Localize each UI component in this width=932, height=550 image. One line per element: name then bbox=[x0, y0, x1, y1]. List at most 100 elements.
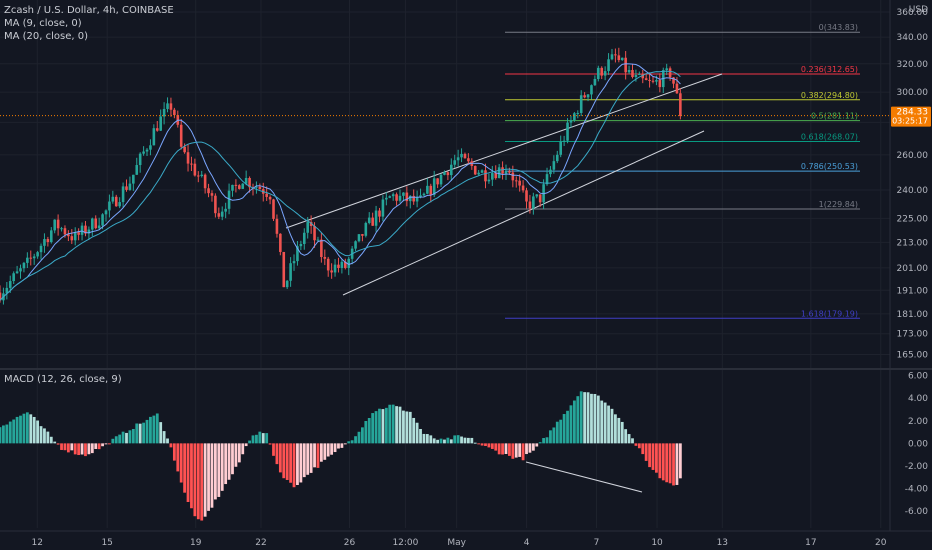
candle-body bbox=[309, 222, 313, 226]
macd-bar bbox=[484, 443, 487, 447]
macd-bar bbox=[15, 416, 19, 444]
macd-bar bbox=[402, 410, 405, 444]
macd-bar bbox=[179, 443, 183, 483]
macd-bar bbox=[357, 431, 361, 444]
macd-bar bbox=[97, 443, 101, 450]
macd-bar bbox=[415, 422, 419, 444]
candle-body bbox=[125, 186, 128, 190]
macd-bar bbox=[333, 443, 337, 453]
macd-bar bbox=[224, 443, 228, 485]
macd-bar bbox=[155, 413, 159, 444]
macd-bar bbox=[391, 404, 395, 444]
candle-body bbox=[477, 172, 480, 175]
macd-bar bbox=[186, 443, 190, 503]
macd-bar bbox=[337, 443, 340, 449]
candle-body bbox=[289, 263, 292, 281]
fib-level-label: 1(229.84) bbox=[819, 200, 858, 209]
candle-body bbox=[504, 171, 508, 174]
macd-tick-label: 2.00 bbox=[908, 417, 928, 427]
macd-bar bbox=[672, 443, 675, 486]
fib-level-label: 1.618(179.19) bbox=[801, 309, 858, 318]
macd-bar bbox=[367, 418, 371, 444]
macd-bar bbox=[258, 431, 262, 444]
candle-body bbox=[337, 264, 340, 268]
candle-body bbox=[429, 185, 433, 195]
macd-bar bbox=[449, 439, 453, 444]
trend-channel[interactable] bbox=[285, 73, 723, 296]
candle-body bbox=[238, 185, 241, 189]
candle-body bbox=[149, 145, 152, 150]
candle-body bbox=[439, 174, 443, 185]
time-tick-label: 4 bbox=[524, 538, 530, 548]
candle-body bbox=[463, 153, 467, 159]
macd-bar bbox=[531, 443, 535, 451]
macd-bar bbox=[80, 443, 84, 455]
candle-body bbox=[97, 225, 101, 229]
fibonacci-retracement[interactable]: 0(343.83)0.236(312.65)0.382(294.80)0.5(2… bbox=[505, 23, 860, 319]
macd-bar bbox=[176, 443, 180, 472]
macd-bar bbox=[138, 423, 142, 444]
candle-body bbox=[70, 236, 74, 241]
candle-body bbox=[77, 232, 80, 235]
candle-body bbox=[248, 177, 251, 188]
macd-tick-label: 4.00 bbox=[908, 394, 928, 404]
candle-body bbox=[173, 109, 176, 116]
macd-legend[interactable]: MACD (12, 26, close, 9) bbox=[4, 374, 122, 385]
macd-bar bbox=[562, 414, 566, 444]
candle-body bbox=[132, 174, 135, 184]
macd-bar bbox=[227, 443, 231, 480]
candle-countdown: 03:25:17 bbox=[892, 117, 928, 126]
ma9-legend[interactable]: MA (9, close, 0) bbox=[4, 18, 82, 29]
candle-body bbox=[279, 233, 282, 252]
candle-body bbox=[614, 54, 617, 56]
macd-bar bbox=[244, 443, 248, 447]
macd-bar bbox=[408, 411, 412, 444]
macd-bar bbox=[566, 410, 569, 444]
candle-body bbox=[552, 161, 556, 170]
macd-bar bbox=[384, 407, 388, 444]
macd-bar bbox=[268, 443, 272, 445]
last-price-value: 284.33 bbox=[897, 108, 929, 118]
candle-body bbox=[535, 194, 539, 197]
macd-bar bbox=[617, 417, 621, 444]
candle-body bbox=[576, 112, 580, 114]
macd-bar bbox=[620, 421, 624, 444]
macd-bar bbox=[518, 443, 522, 457]
candle-body bbox=[39, 245, 43, 253]
candle-body bbox=[436, 178, 439, 185]
macd-bar bbox=[53, 441, 57, 444]
candle-body bbox=[354, 241, 357, 249]
candle-body bbox=[532, 196, 535, 209]
time-tick-label: 12 bbox=[32, 538, 43, 548]
candle-body bbox=[296, 246, 299, 262]
macd-bar bbox=[576, 396, 580, 444]
candle-body bbox=[244, 177, 248, 184]
price-tick-label: 191.00 bbox=[897, 286, 929, 296]
fib-level-label: 0.382(294.80) bbox=[801, 91, 858, 100]
candle-body bbox=[272, 199, 275, 219]
candle-body bbox=[538, 194, 542, 203]
candle-body bbox=[227, 190, 231, 209]
candle-body bbox=[573, 113, 576, 121]
macd-bar bbox=[453, 435, 457, 444]
macd-bar bbox=[73, 443, 77, 455]
macd-bar bbox=[477, 443, 481, 445]
macd-bar bbox=[32, 416, 36, 444]
macd-bar bbox=[412, 417, 416, 444]
ma20-legend[interactable]: MA (20, close, 0) bbox=[4, 31, 89, 42]
price-tick-label: 225.00 bbox=[897, 214, 929, 224]
symbol-legend[interactable]: Zcash / U.S. Dollar, 4h, COINBASE bbox=[4, 5, 174, 16]
macd-bar bbox=[395, 406, 398, 444]
candle-body bbox=[672, 77, 675, 84]
candle-body bbox=[545, 174, 549, 185]
price-tick-label: 240.00 bbox=[897, 186, 929, 196]
candle-body bbox=[344, 261, 347, 268]
macd-bar bbox=[651, 443, 655, 470]
macd-bar bbox=[374, 411, 378, 444]
candle-body bbox=[207, 188, 210, 194]
candle-body bbox=[391, 194, 395, 197]
candle-body bbox=[586, 94, 590, 98]
macd-bar bbox=[600, 400, 604, 444]
candle-body bbox=[405, 192, 409, 202]
